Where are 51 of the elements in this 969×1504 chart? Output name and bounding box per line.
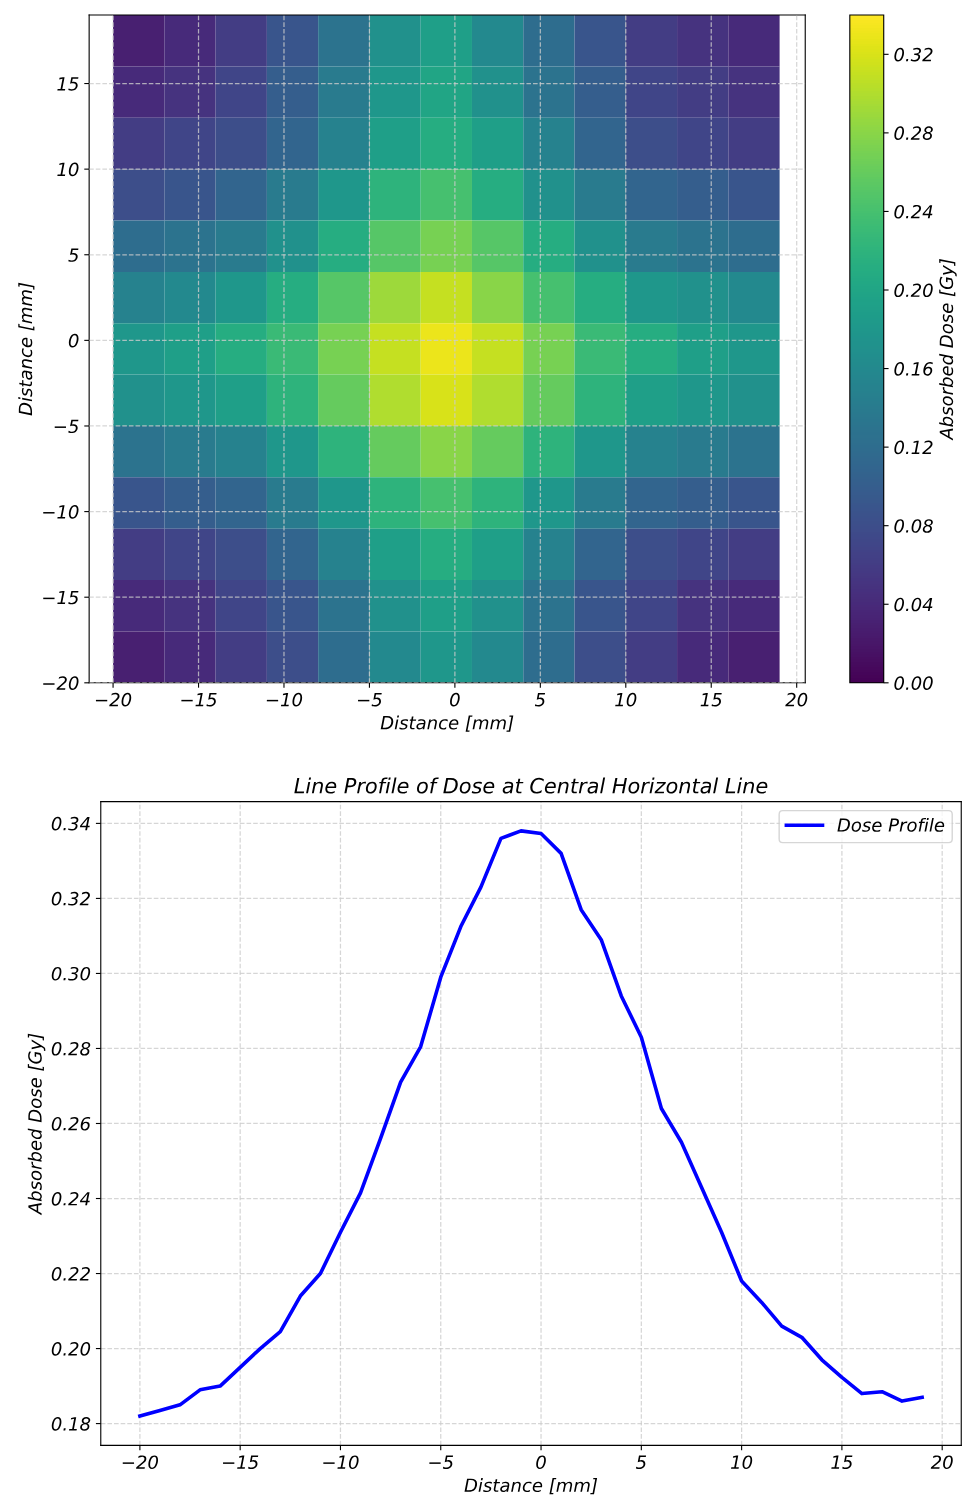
y-tick-label: −10 xyxy=(43,505,79,519)
y-tick-label: 5 xyxy=(68,248,79,262)
color-bar-label: 0.00 xyxy=(894,676,933,690)
x-tick-label: 15 xyxy=(831,1455,853,1470)
color-bar-label: 0.08 xyxy=(894,519,933,533)
legend-label: Dose Profile xyxy=(837,817,945,832)
y-tick-label: 10 xyxy=(57,162,79,177)
x-tick-label: −10 xyxy=(323,1455,359,1470)
x-tick-label: −5 xyxy=(358,693,382,707)
color-bar-label: 0.20 xyxy=(894,283,933,298)
x-tick-label: 5 xyxy=(534,693,546,707)
color-bar-label: 0.32 xyxy=(894,47,933,62)
y-tick-label: 0.32 xyxy=(51,891,90,906)
x-tick-label: 0 xyxy=(536,1455,546,1470)
x-tick-label: 0 xyxy=(450,692,460,707)
y-tick-label: 0.28 xyxy=(51,1041,91,1056)
y-tick-label: 0.34 xyxy=(51,816,90,831)
y-tick-label: −15 xyxy=(43,590,79,605)
y-tick-label: 0.22 xyxy=(51,1267,90,1281)
y-tick-label: 0 xyxy=(68,333,79,348)
color-bar-label: 0.28 xyxy=(894,126,933,140)
x-tick-label: −10 xyxy=(266,692,303,707)
x-tick-label: −15 xyxy=(223,1455,259,1470)
y-axis-title: Distance [mm] xyxy=(18,282,35,416)
y-tick-label: 0.20 xyxy=(51,1342,91,1356)
x-tick-label: 20 xyxy=(785,692,808,707)
color-bar-label: 0.24 xyxy=(894,204,933,219)
y-tick-label: 0.18 xyxy=(51,1417,91,1431)
x-tick-label: 10 xyxy=(731,1455,753,1470)
x-axis-title: Distance [mm] xyxy=(380,715,514,732)
y-tick-label: 15 xyxy=(57,77,79,91)
color-bar-label: 0.12 xyxy=(894,440,933,455)
y-tick-label: −20 xyxy=(43,676,79,690)
y-tick-label: 0.24 xyxy=(51,1191,90,1206)
x-tick-label: −15 xyxy=(181,693,217,707)
color-bar-label: 0.04 xyxy=(894,597,933,612)
x-tick-label: 15 xyxy=(700,693,722,707)
color-bar-label: 0.16 xyxy=(894,362,933,376)
x-tick-label: −20 xyxy=(95,692,132,707)
x-tick-label: 10 xyxy=(615,692,637,707)
x-tick-label: 5 xyxy=(635,1455,647,1470)
y-tick-label: 0.26 xyxy=(51,1116,91,1131)
chart-title: Line Profile of Dose at Central Horizontal Line xyxy=(294,777,768,794)
x-tick-label: 20 xyxy=(930,1455,953,1470)
y-tick-label: −5 xyxy=(54,419,79,434)
y-tick-label: 0.30 xyxy=(51,966,91,981)
x-tick-label: −5 xyxy=(429,1455,454,1470)
x-axis-title: Distance [mm] xyxy=(464,1478,598,1495)
x-tick-label: −20 xyxy=(122,1455,159,1470)
color-bar-title: Absorbed Dose [Gy] xyxy=(939,259,957,441)
y-axis-title: Absorbed Dose [Gy] xyxy=(27,1033,46,1216)
